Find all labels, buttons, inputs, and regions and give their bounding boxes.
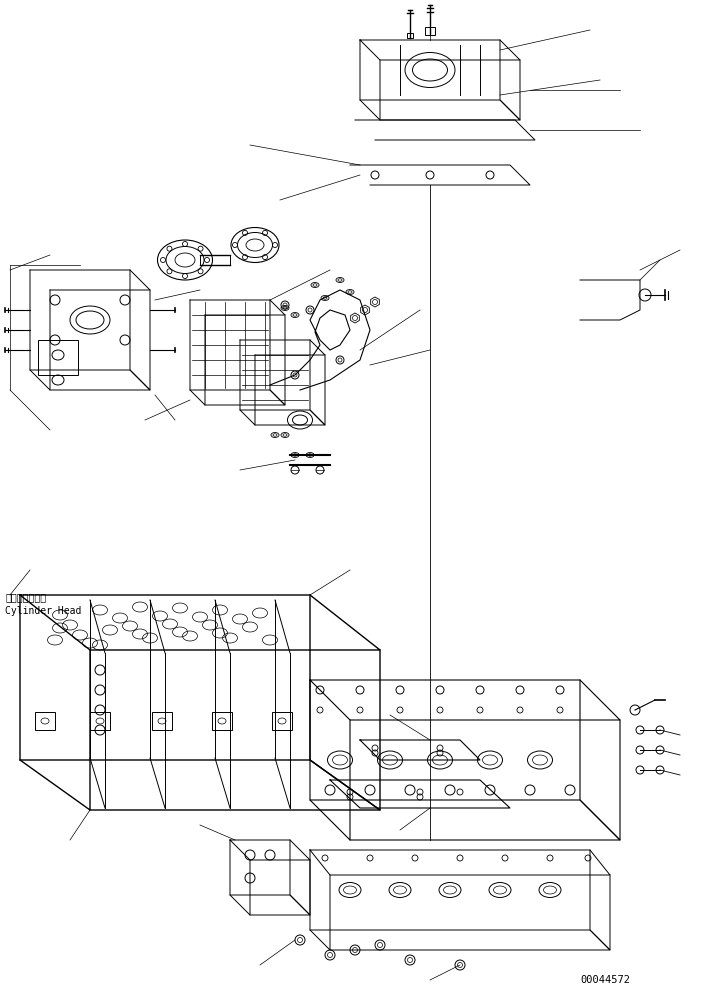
Bar xyxy=(272,712,292,730)
Bar xyxy=(212,712,232,730)
Bar xyxy=(152,712,172,730)
Text: 00044572: 00044572 xyxy=(580,975,630,985)
Bar xyxy=(38,340,78,375)
Bar xyxy=(90,712,110,730)
Bar xyxy=(35,712,55,730)
Bar xyxy=(407,33,413,38)
Text: シリンダヘッド: シリンダヘッド xyxy=(5,592,46,602)
Text: Cylinder Head: Cylinder Head xyxy=(5,606,81,616)
Bar xyxy=(425,27,435,35)
